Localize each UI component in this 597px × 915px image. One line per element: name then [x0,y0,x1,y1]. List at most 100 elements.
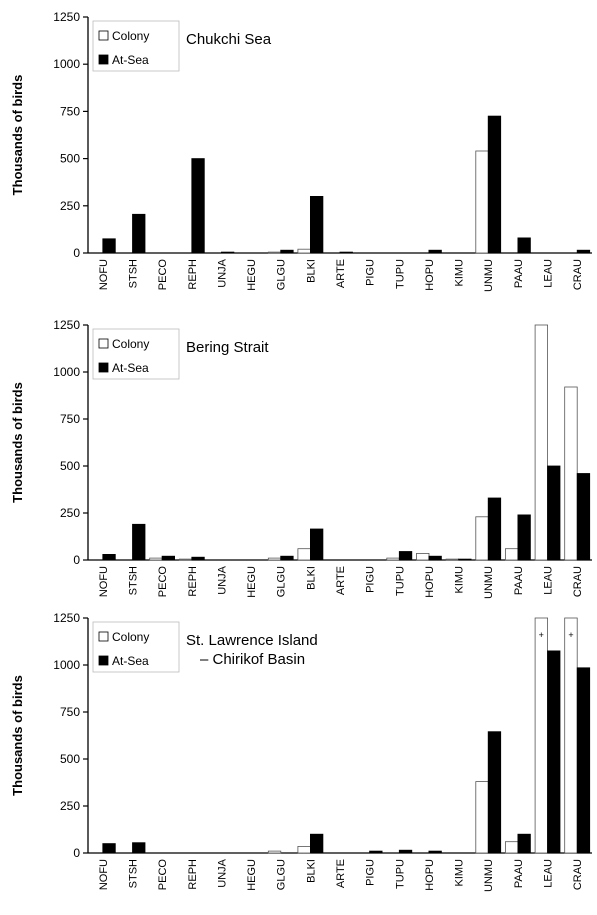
y-tick-label: 1250 [53,318,80,332]
y-tick-label: 750 [60,412,80,426]
legend-swatch-at-sea [98,54,109,65]
bar-at-sea-leau [547,650,561,854]
y-tick-label: 0 [73,246,80,260]
bar-at-sea-glgu [280,555,294,561]
legend-label-colony: Colony [112,337,149,351]
legend-label-colony: Colony [112,630,149,644]
bar-colony-paau [504,548,519,561]
bar-at-sea-kimu [458,558,472,561]
x-tick-label: ARTE [335,859,347,888]
chart-subtitle: – Chirikof Basin [200,651,305,668]
annotation-mark: + [539,630,544,640]
bar-at-sea-hopu [428,249,442,254]
x-tick-label: UNMU [483,859,495,892]
bar-colony-unmu [475,781,489,854]
bar-colony-blki [297,846,311,854]
x-tick-label: LEAU [543,566,555,595]
x-tick-label: LEAU [543,259,555,288]
y-axis-label: Thousands of birds [10,382,25,503]
y-axis-label: Thousands of birds [10,675,25,796]
bar-at-sea-stsh [132,213,146,254]
x-tick-label: ARTE [335,259,347,288]
bar-at-sea-unja [220,251,235,254]
x-tick-label: UNJA [216,858,228,887]
y-tick-label: 1250 [53,611,80,625]
bar-at-sea-nofu [102,554,116,561]
bar-colony-unmu [475,150,489,254]
x-tick-label: STSH [127,566,139,595]
bar-colony-paau [504,841,519,854]
x-tick-label: GLGU [276,859,288,890]
y-tick-label: 0 [73,553,80,567]
y-tick-label: 500 [60,752,80,766]
legend: Colony At-Sea [92,20,180,72]
y-tick-label: 1000 [53,57,80,71]
bar-at-sea-crau [576,473,591,561]
bar-at-sea-nofu [102,238,116,254]
y-tick-label: 750 [60,705,80,719]
bar-at-sea-stsh [132,523,146,561]
x-tick-label: PECO [157,259,169,291]
x-tick-label: HEGU [246,259,258,291]
x-tick-label: PIGU [365,259,377,286]
legend: Colony At-Sea [92,328,180,380]
bar-at-sea-glgu [280,249,294,254]
x-tick-label: TUPU [394,566,406,596]
y-tick-label: 1000 [53,365,80,379]
x-tick-label: STSH [127,859,139,888]
x-tick-label: PECO [157,566,169,598]
bar-at-sea-hopu [428,555,442,561]
y-tick-label: 250 [60,506,80,520]
chart-panel-1: 0 250 500 750 1000 1250 Thousands of birds NOFU… [10,10,592,292]
x-tick-label: TUPU [394,259,406,289]
y-tick-label: 500 [60,459,80,473]
bar-colony-leau [534,617,548,854]
legend-label-colony: Colony [112,29,149,43]
x-tick-label: PECO [157,859,169,891]
bar-at-sea-reph [191,556,205,561]
bar-colony-glgu [267,557,282,561]
x-tick-label: UNMU [483,566,495,599]
bar-at-sea-stsh [132,842,146,854]
chart-title: Bering Strait [186,339,269,356]
x-tick-label: HOPU [424,259,436,291]
x-tick-label: NOFU [98,859,110,890]
bar-colony-tupu [386,557,400,561]
bar-colony-crau [564,386,578,561]
x-tick-label: KIMU [454,259,466,287]
legend-swatch-at-sea [98,362,109,373]
y-tick-label: 0 [73,846,80,860]
x-tick-label: CRAU [572,859,584,890]
bar-at-sea-paau [517,237,531,254]
legend-label-at-sea: At-Sea [112,53,149,67]
legend-label-at-sea: At-Sea [112,361,149,375]
annotation-mark: + [568,630,573,640]
x-tick-label: TUPU [394,859,406,889]
bar-at-sea-peco [161,555,176,561]
x-tick-label: BLKI [305,566,317,590]
bar-colony-leau [534,324,548,561]
bar-at-sea-paau [517,833,531,854]
bar-colony-blki [297,248,311,254]
x-tick-label: PIGU [365,566,377,593]
bar-at-sea-blki [309,195,324,254]
y-tick-label: 750 [60,104,80,118]
legend-label-at-sea: At-Sea [112,654,149,668]
legend-swatch-colony [98,338,109,349]
x-tick-label: REPH [187,859,199,890]
bar-colony-blki [297,548,311,561]
bar-colony-glgu [267,251,282,254]
x-tick-label: CRAU [572,259,584,290]
bar-colony-kimu [445,558,460,561]
bar-at-sea-reph [191,158,205,254]
x-tick-label: PIGU [365,859,377,886]
x-tick-label: REPH [187,566,199,597]
bar-at-sea-tupu [398,551,413,561]
bar-at-sea-tupu [398,849,413,854]
legend-swatch-colony [98,631,109,642]
x-tick-label: HEGU [246,566,258,598]
x-tick-label: NOFU [98,566,110,597]
bar-at-sea-crau [576,249,591,254]
x-tick-label: STSH [127,259,139,288]
